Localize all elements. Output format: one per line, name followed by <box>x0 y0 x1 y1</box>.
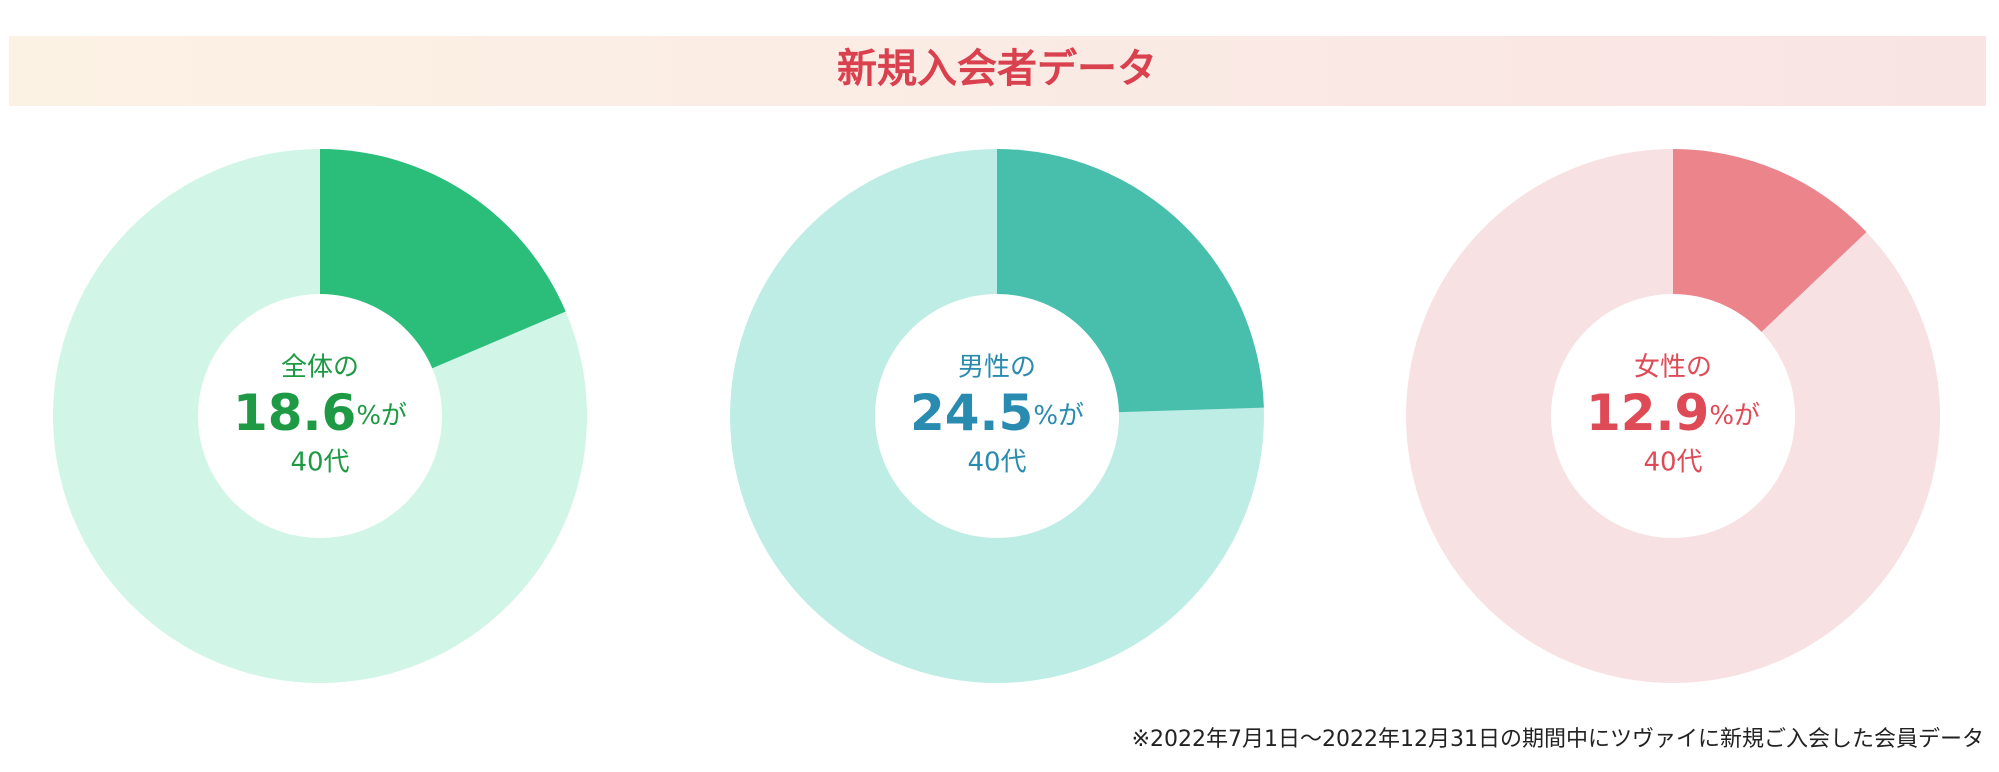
donut-unit: %が <box>1709 401 1760 431</box>
donut-value: 24.5 <box>910 384 1033 442</box>
donut-sublabel: 40代 <box>290 448 349 478</box>
donut-unit: %が <box>356 401 407 431</box>
donut-value: 12.9 <box>1586 384 1709 442</box>
donut-hole <box>875 294 1119 538</box>
footnote: ※2022年7月1日〜2022年12月31日の期間中にツヴァイに新規ご入会した会… <box>1132 727 1984 752</box>
title-banner <box>9 36 1986 106</box>
donut-label: 全体の <box>281 353 359 383</box>
donut-value-text: 24.5%が <box>910 384 1084 442</box>
donut-value: 18.6 <box>233 384 356 442</box>
donut-unit: %が <box>1033 401 1084 431</box>
donut-hole <box>1551 294 1795 538</box>
donut-label: 男性の <box>958 353 1036 383</box>
donut-label: 女性の <box>1634 353 1712 383</box>
donut-sublabel: 40代 <box>967 448 1026 478</box>
page-title: 新規入会者データ <box>837 46 1157 92</box>
donut-hole <box>198 294 442 538</box>
donut-sublabel: 40代 <box>1643 448 1702 478</box>
donut-value-text: 12.9%が <box>1586 384 1760 442</box>
donut-value-text: 18.6%が <box>233 384 407 442</box>
